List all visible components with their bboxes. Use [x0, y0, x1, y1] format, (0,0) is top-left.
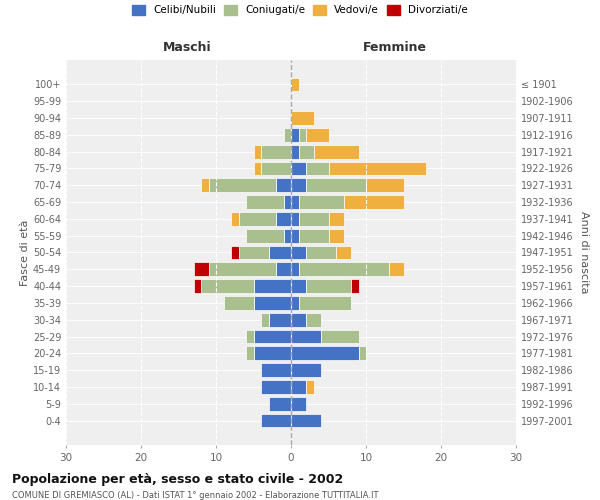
Bar — [276, 178, 291, 192]
Bar — [291, 380, 306, 394]
Bar — [306, 313, 321, 326]
Bar — [291, 397, 306, 410]
Bar — [291, 330, 321, 344]
Bar — [261, 313, 269, 326]
Bar — [269, 246, 291, 260]
Bar — [329, 229, 343, 242]
Bar — [299, 296, 351, 310]
Bar — [291, 279, 306, 293]
Bar — [291, 414, 321, 428]
Bar — [261, 414, 291, 428]
Bar — [291, 144, 299, 158]
Bar — [201, 279, 254, 293]
Bar — [261, 144, 291, 158]
Bar — [291, 195, 299, 209]
Bar — [223, 296, 254, 310]
Bar — [291, 78, 299, 92]
Bar — [336, 246, 351, 260]
Y-axis label: Fasce di età: Fasce di età — [20, 220, 30, 286]
Text: Popolazione per età, sesso e stato civile - 2002: Popolazione per età, sesso e stato civil… — [12, 472, 343, 486]
Bar — [291, 364, 321, 377]
Bar — [291, 178, 306, 192]
Bar — [261, 380, 291, 394]
Bar — [276, 212, 291, 226]
Bar — [306, 279, 351, 293]
Bar — [291, 296, 299, 310]
Bar — [261, 162, 291, 175]
Bar — [246, 229, 284, 242]
Bar — [291, 162, 306, 175]
Bar — [254, 144, 261, 158]
Text: Maschi: Maschi — [163, 41, 212, 54]
Bar — [269, 397, 291, 410]
Bar — [299, 195, 343, 209]
Bar — [284, 195, 291, 209]
Bar — [284, 128, 291, 141]
Bar — [254, 162, 261, 175]
Bar — [291, 229, 299, 242]
Y-axis label: Anni di nascita: Anni di nascita — [579, 211, 589, 294]
Bar — [239, 246, 269, 260]
Bar — [291, 246, 306, 260]
Bar — [246, 330, 254, 344]
Bar — [351, 279, 359, 293]
Bar — [291, 313, 306, 326]
Bar — [276, 262, 291, 276]
Legend: Celibi/Nubili, Coniugati/e, Vedovi/e, Divorziati/e: Celibi/Nubili, Coniugati/e, Vedovi/e, Di… — [132, 5, 468, 15]
Bar — [261, 364, 291, 377]
Bar — [329, 212, 343, 226]
Bar — [291, 128, 299, 141]
Bar — [306, 128, 329, 141]
Bar — [193, 279, 201, 293]
Bar — [299, 229, 329, 242]
Bar — [231, 212, 239, 226]
Bar — [284, 229, 291, 242]
Text: COMUNE DI GREMIASCO (AL) - Dati ISTAT 1° gennaio 2002 - Elaborazione TUTTITALIA.: COMUNE DI GREMIASCO (AL) - Dati ISTAT 1°… — [12, 491, 379, 500]
Bar — [209, 178, 276, 192]
Bar — [343, 195, 404, 209]
Bar — [306, 162, 329, 175]
Bar — [299, 128, 306, 141]
Bar — [201, 178, 209, 192]
Bar — [246, 346, 254, 360]
Bar — [306, 246, 336, 260]
Bar — [291, 212, 299, 226]
Bar — [254, 296, 291, 310]
Bar — [246, 195, 284, 209]
Bar — [291, 111, 314, 125]
Bar — [231, 246, 239, 260]
Bar — [209, 262, 276, 276]
Bar — [269, 313, 291, 326]
Bar — [321, 330, 359, 344]
Bar — [299, 144, 314, 158]
Bar — [329, 162, 426, 175]
Bar — [299, 262, 389, 276]
Bar — [366, 178, 404, 192]
Bar — [254, 330, 291, 344]
Bar — [359, 346, 366, 360]
Bar — [193, 262, 209, 276]
Bar — [291, 346, 359, 360]
Bar — [254, 279, 291, 293]
Bar — [291, 262, 299, 276]
Bar — [306, 380, 314, 394]
Bar — [299, 212, 329, 226]
Bar — [314, 144, 359, 158]
Bar — [389, 262, 404, 276]
Bar — [239, 212, 276, 226]
Bar — [254, 346, 291, 360]
Text: Femmine: Femmine — [362, 41, 427, 54]
Bar — [306, 178, 366, 192]
